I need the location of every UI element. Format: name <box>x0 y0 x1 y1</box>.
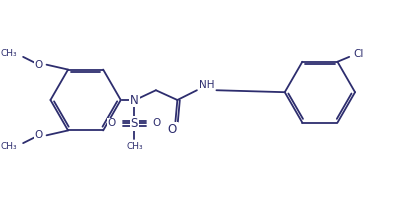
Text: O: O <box>168 123 177 136</box>
Text: CH₃: CH₃ <box>126 142 143 151</box>
Text: NH: NH <box>199 80 215 90</box>
Text: N: N <box>130 94 139 106</box>
Text: O: O <box>153 118 161 128</box>
Text: CH₃: CH₃ <box>1 49 17 58</box>
Text: O: O <box>108 118 116 128</box>
Text: Cl: Cl <box>354 49 364 59</box>
Text: S: S <box>131 117 138 130</box>
Text: O: O <box>34 60 43 70</box>
Text: O: O <box>34 130 43 140</box>
Text: CH₃: CH₃ <box>1 142 17 151</box>
